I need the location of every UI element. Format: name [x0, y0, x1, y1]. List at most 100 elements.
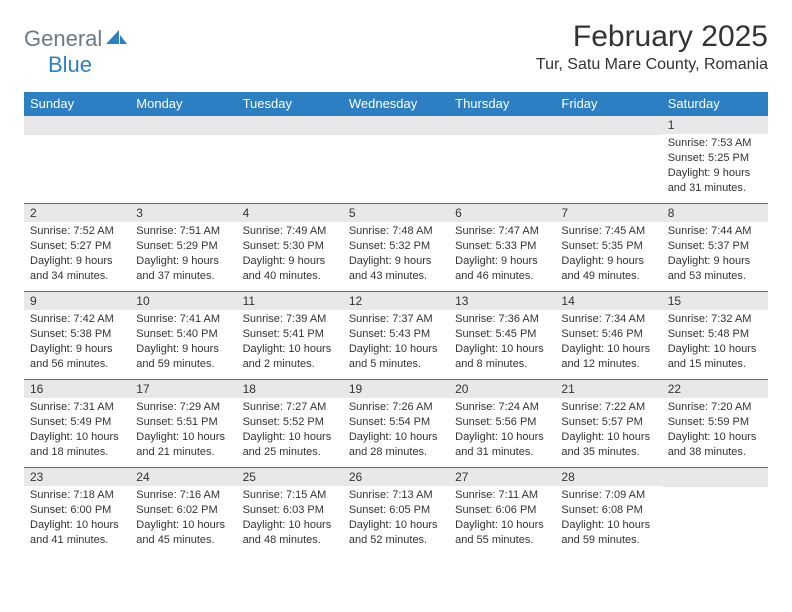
- daylight-text-2: and 15 minutes.: [668, 357, 762, 372]
- day-content: Sunrise: 7:11 AMSunset: 6:06 PMDaylight:…: [449, 486, 555, 553]
- daylight-text: Daylight: 10 hours: [561, 518, 655, 533]
- day-number: 28: [555, 468, 661, 486]
- calendar-day-cell: 8Sunrise: 7:44 AMSunset: 5:37 PMDaylight…: [662, 204, 768, 292]
- calendar-day-cell: 23 Sunrise: 7:18 AMSunset: 6:00 PMDayligh…: [24, 468, 130, 556]
- day-number: 7: [555, 204, 661, 222]
- calendar-day-cell: 7Sunrise: 7:45 AMSunset: 5:35 PMDaylight…: [555, 204, 661, 292]
- calendar-day-cell: [237, 116, 343, 204]
- day-content: Sunrise: 7:51 AMSunset: 5:29 PMDaylight:…: [130, 222, 236, 289]
- daylight-text: Daylight: 10 hours: [243, 342, 337, 357]
- daylight-text: Daylight: 10 hours: [349, 342, 443, 357]
- day-number: 4: [237, 204, 343, 222]
- sunset-text: Sunset: 5:49 PM: [30, 415, 124, 430]
- daylight-text: Daylight: 10 hours: [349, 430, 443, 445]
- daylight-text: Daylight: 9 hours: [349, 254, 443, 269]
- sunrise-text: Sunrise: 7:49 AM: [243, 224, 337, 239]
- calendar-day-cell: 4 Sunrise: 7:49 AMSunset: 5:30 PMDaylight…: [237, 204, 343, 292]
- day-content: Sunrise: 7:36 AMSunset: 5:45 PMDaylight:…: [449, 310, 555, 377]
- calendar-body: 1Sunrise: 7:53 AMSunset: 5:25 PMDaylight…: [24, 116, 768, 556]
- daylight-text-2: and 56 minutes.: [30, 357, 124, 372]
- day-content: Sunrise: 7:34 AMSunset: 5:46 PMDaylight:…: [555, 310, 661, 377]
- day-content: Sunrise: 7:41 AMSunset: 5:40 PMDaylight:…: [130, 310, 236, 377]
- calendar-day-cell: 18Sunrise: 7:27 AMSunset: 5:52 PMDayligh…: [237, 380, 343, 468]
- calendar-day-cell: 6Sunrise: 7:47 AMSunset: 5:33 PMDaylight…: [449, 204, 555, 292]
- day-content: Sunrise: 7:09 AMSunset: 6:08 PMDaylight:…: [555, 486, 661, 553]
- day-content: Sunrise: 7:20 AMSunset: 5:59 PMDaylight:…: [662, 398, 768, 465]
- day-number: 24: [130, 468, 236, 486]
- daylight-text: Daylight: 9 hours: [136, 254, 230, 269]
- daylight-text-2: and 2 minutes.: [243, 357, 337, 372]
- sunset-text: Sunset: 5:37 PM: [668, 239, 762, 254]
- calendar-day-cell: 22Sunrise: 7:20 AMSunset: 5:59 PMDayligh…: [662, 380, 768, 468]
- calendar-day-cell: 20Sunrise: 7:24 AMSunset: 5:56 PMDayligh…: [449, 380, 555, 468]
- sunrise-text: Sunrise: 7:13 AM: [349, 488, 443, 503]
- daylight-text: Daylight: 10 hours: [349, 518, 443, 533]
- day-content: Sunrise: 7:26 AMSunset: 5:54 PMDaylight:…: [343, 398, 449, 465]
- daylight-text-2: and 49 minutes.: [561, 269, 655, 284]
- title-block: February 2025 Tur, Satu Mare County, Rom…: [536, 20, 768, 74]
- daylight-text: Daylight: 10 hours: [455, 518, 549, 533]
- daylight-text: Daylight: 10 hours: [30, 518, 124, 533]
- sunset-text: Sunset: 5:30 PM: [243, 239, 337, 254]
- sunset-text: Sunset: 6:06 PM: [455, 503, 549, 518]
- daylight-text-2: and 38 minutes.: [668, 445, 762, 460]
- sunset-text: Sunset: 5:33 PM: [455, 239, 549, 254]
- empty-day: [237, 116, 343, 135]
- daylight-text-2: and 35 minutes.: [561, 445, 655, 460]
- day-number: 9: [24, 292, 130, 310]
- weekday-header: Tuesday: [237, 92, 343, 116]
- sunrise-text: Sunrise: 7:18 AM: [30, 488, 124, 503]
- day-content: Sunrise: 7:42 AMSunset: 5:38 PMDaylight:…: [24, 310, 130, 377]
- sunset-text: Sunset: 5:57 PM: [561, 415, 655, 430]
- daylight-text: Daylight: 10 hours: [561, 342, 655, 357]
- daylight-text: Daylight: 9 hours: [243, 254, 337, 269]
- sunset-text: Sunset: 5:38 PM: [30, 327, 124, 342]
- daylight-text: Daylight: 9 hours: [561, 254, 655, 269]
- daylight-text-2: and 31 minutes.: [668, 181, 762, 196]
- daylight-text-2: and 37 minutes.: [136, 269, 230, 284]
- empty-day: [24, 116, 130, 135]
- empty-day: [343, 116, 449, 135]
- sunset-text: Sunset: 6:00 PM: [30, 503, 124, 518]
- daylight-text: Daylight: 10 hours: [243, 430, 337, 445]
- daylight-text-2: and 46 minutes.: [455, 269, 549, 284]
- sunrise-text: Sunrise: 7:52 AM: [30, 224, 124, 239]
- day-content: Sunrise: 7:45 AMSunset: 5:35 PMDaylight:…: [555, 222, 661, 289]
- sunrise-text: Sunrise: 7:51 AM: [136, 224, 230, 239]
- calendar-day-cell: 2Sunrise: 7:52 AMSunset: 5:27 PMDaylight…: [24, 204, 130, 292]
- daylight-text: Daylight: 10 hours: [668, 342, 762, 357]
- day-number: 23: [24, 468, 130, 486]
- calendar-day-cell: 10Sunrise: 7:41 AMSunset: 5:40 PMDayligh…: [130, 292, 236, 380]
- sunset-text: Sunset: 5:46 PM: [561, 327, 655, 342]
- daylight-text: Daylight: 10 hours: [136, 518, 230, 533]
- day-number: 6: [449, 204, 555, 222]
- day-number: 16: [24, 380, 130, 398]
- daylight-text: Daylight: 9 hours: [30, 342, 124, 357]
- day-number: 11: [237, 292, 343, 310]
- day-content: Sunrise: 7:22 AMSunset: 5:57 PMDaylight:…: [555, 398, 661, 465]
- weekday-header: Wednesday: [343, 92, 449, 116]
- calendar-day-cell: 26Sunrise: 7:13 AMSunset: 6:05 PMDayligh…: [343, 468, 449, 556]
- month-title: February 2025: [536, 20, 768, 54]
- day-content: Sunrise: 7:31 AMSunset: 5:49 PMDaylight:…: [24, 398, 130, 465]
- calendar-day-cell: 1Sunrise: 7:53 AMSunset: 5:25 PMDaylight…: [662, 116, 768, 204]
- daylight-text-2: and 43 minutes.: [349, 269, 443, 284]
- day-content: Sunrise: 7:27 AMSunset: 5:52 PMDaylight:…: [237, 398, 343, 465]
- sunset-text: Sunset: 6:03 PM: [243, 503, 337, 518]
- calendar-week-row: 1Sunrise: 7:53 AMSunset: 5:25 PMDaylight…: [24, 116, 768, 204]
- calendar-day-cell: 17Sunrise: 7:29 AMSunset: 5:51 PMDayligh…: [130, 380, 236, 468]
- sunrise-text: Sunrise: 7:11 AM: [455, 488, 549, 503]
- sunrise-text: Sunrise: 7:31 AM: [30, 400, 124, 415]
- day-content: Sunrise: 7:47 AMSunset: 5:33 PMDaylight:…: [449, 222, 555, 289]
- daylight-text-2: and 59 minutes.: [136, 357, 230, 372]
- daylight-text: Daylight: 10 hours: [455, 342, 549, 357]
- logo-text-general: General: [24, 26, 102, 52]
- sunset-text: Sunset: 5:35 PM: [561, 239, 655, 254]
- sunrise-text: Sunrise: 7:16 AM: [136, 488, 230, 503]
- day-content: Sunrise: 7:29 AMSunset: 5:51 PMDaylight:…: [130, 398, 236, 465]
- calendar-day-cell: 3Sunrise: 7:51 AMSunset: 5:29 PMDaylight…: [130, 204, 236, 292]
- daylight-text-2: and 8 minutes.: [455, 357, 549, 372]
- calendar-day-cell: [343, 116, 449, 204]
- calendar-day-cell: 15Sunrise: 7:32 AMSunset: 5:48 PMDayligh…: [662, 292, 768, 380]
- logo-text-blue: Blue: [48, 52, 92, 78]
